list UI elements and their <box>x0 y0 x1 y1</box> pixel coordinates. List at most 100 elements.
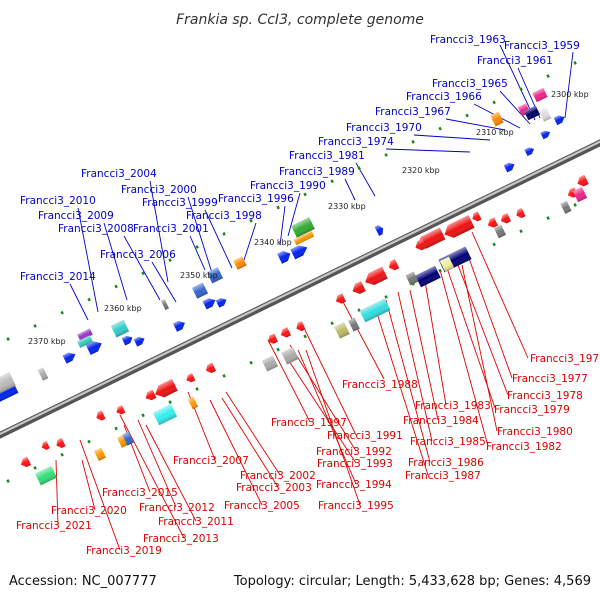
callout-line <box>499 90 531 125</box>
gene-label[interactable]: Francci3_2010 <box>20 195 96 207</box>
callout-line <box>189 235 206 271</box>
gene-label[interactable]: Francci3_1991 <box>327 430 403 442</box>
gene-arrow <box>553 115 565 126</box>
gene-arrow <box>96 410 106 421</box>
gene-label[interactable]: Francci3_2019 <box>86 545 162 557</box>
gene-arrow <box>290 245 308 260</box>
tick-mark <box>195 245 199 249</box>
gene-label[interactable]: Francci3_1993 <box>317 458 393 470</box>
tick-mark <box>168 258 172 263</box>
tick-mark <box>60 310 64 315</box>
tick-mark <box>330 179 334 184</box>
tick-mark <box>438 268 442 273</box>
gene-label[interactable]: Francci3_1966 <box>406 91 482 103</box>
gene-arrow <box>85 341 102 355</box>
callout-line <box>304 329 357 436</box>
gene-label[interactable]: Francci3_2008 <box>58 223 134 235</box>
gene-label[interactable]: Francci3_1980 <box>497 426 573 438</box>
gene-block <box>77 335 93 348</box>
gene-label[interactable]: Francci3_2006 <box>100 249 176 261</box>
gene-label[interactable]: Francci3_2011 <box>158 516 234 528</box>
callout-line <box>221 397 279 488</box>
gene-label[interactable]: Francci3_1976 <box>530 353 600 365</box>
gene-label[interactable]: Francci3_1970 <box>346 122 422 134</box>
gene-label[interactable]: Francci3_1987 <box>405 470 481 482</box>
gene-label[interactable]: Francci3_1998 <box>186 210 262 222</box>
gene-label[interactable]: Francci3_2014 <box>20 271 96 283</box>
gene-label[interactable]: Francci3_1988 <box>342 379 418 391</box>
gene-label[interactable]: Francci3_2007 <box>173 455 249 467</box>
scale-label-2370kbp: 2370 kbp <box>28 337 66 346</box>
gene-label[interactable]: Francci3_2000 <box>121 184 197 196</box>
gene-label[interactable]: Francci3_1981 <box>289 150 365 162</box>
gene-arrow <box>205 362 217 373</box>
gene-label[interactable]: Francci3_1974 <box>318 136 394 148</box>
gene-block <box>405 271 419 286</box>
callout-line <box>279 205 286 246</box>
gene-block <box>152 403 178 426</box>
gene-label[interactable]: Francci3_1995 <box>318 500 394 512</box>
gene-arrow <box>365 266 388 285</box>
gene-label[interactable]: Francci3_2015 <box>102 487 178 499</box>
gene-arrow <box>280 327 292 338</box>
gene-label[interactable]: Francci3_1989 <box>279 166 355 178</box>
callout-line <box>341 299 385 380</box>
gene-block <box>122 431 134 446</box>
gene-label[interactable]: Francci3_1983 <box>415 400 491 412</box>
gene-block <box>293 230 315 246</box>
gene-block <box>415 265 441 288</box>
gene-arrow <box>56 438 66 449</box>
gene-label[interactable]: Francci3_1996 <box>218 193 294 205</box>
gene-label[interactable]: Francci3_2009 <box>38 210 114 222</box>
gene-block <box>161 299 169 310</box>
gene-label[interactable]: Francci3_1990 <box>250 180 326 192</box>
gene-label[interactable]: Francci3_2020 <box>51 505 127 517</box>
callout-line <box>123 235 161 301</box>
gene-label[interactable]: Francci3_1961 <box>477 55 553 67</box>
gene-arrow <box>335 293 347 304</box>
gene-arrow <box>540 130 551 140</box>
callout-line <box>423 274 447 406</box>
gene-label[interactable]: Francci3_2003 <box>236 482 312 494</box>
gene-block <box>187 396 199 410</box>
gene-block <box>490 111 504 127</box>
callout-line <box>119 414 185 539</box>
callout-line <box>145 424 197 522</box>
gene-label[interactable]: Francci3_1965 <box>432 78 508 90</box>
gene-label[interactable]: Francci3_2002 <box>240 470 316 482</box>
tick-mark <box>276 347 280 352</box>
gene-label[interactable]: Francci3_1978 <box>507 390 583 402</box>
gene-label[interactable]: Francci3_1992 <box>316 446 392 458</box>
gene-label[interactable]: Francci3_1999 <box>142 197 218 209</box>
gene-label[interactable]: Francci3_1986 <box>408 457 484 469</box>
gene-label[interactable]: Francci3_1984 <box>403 415 479 427</box>
callout-line <box>187 196 213 274</box>
gene-label[interactable]: Francci3_1963 <box>430 34 506 46</box>
gene-label[interactable]: Francci3_2013 <box>143 533 219 545</box>
tick-mark <box>519 229 523 234</box>
callout-line <box>79 439 121 551</box>
gene-label[interactable]: Francci3_1977 <box>512 373 588 385</box>
gene-label[interactable]: Francci3_1997 <box>271 417 347 429</box>
gene-label[interactable]: Francci3_1994 <box>316 479 392 491</box>
gene-block <box>334 322 350 339</box>
tick-mark <box>546 74 550 78</box>
tick-mark <box>330 321 334 326</box>
gene-label[interactable]: Francci3_2021 <box>16 520 92 532</box>
gene-arrow <box>267 333 279 344</box>
gene-label[interactable]: Francci3_2012 <box>139 502 215 514</box>
gene-label[interactable]: Francci3_1985 <box>410 436 486 448</box>
gene-arrow <box>186 373 196 383</box>
map-title: Frankia sp. CcI3, complete genome <box>176 12 424 28</box>
gene-label[interactable]: Francci3_1982 <box>486 441 562 453</box>
tick-mark <box>87 297 91 302</box>
gene-arrow <box>20 456 32 468</box>
scale-label-2340kbp: 2340 kbp <box>254 238 292 247</box>
gene-label[interactable]: Francci3_1979 <box>494 404 570 416</box>
gene-label[interactable]: Francci3_2001 <box>133 223 209 235</box>
gene-label[interactable]: Francci3_2004 <box>81 168 157 180</box>
callout-line <box>267 339 311 423</box>
gene-label[interactable]: Francci3_1967 <box>375 106 451 118</box>
gene-label[interactable]: Francci3_1959 <box>504 40 580 52</box>
gene-label[interactable]: Francci3_2005 <box>224 500 300 512</box>
